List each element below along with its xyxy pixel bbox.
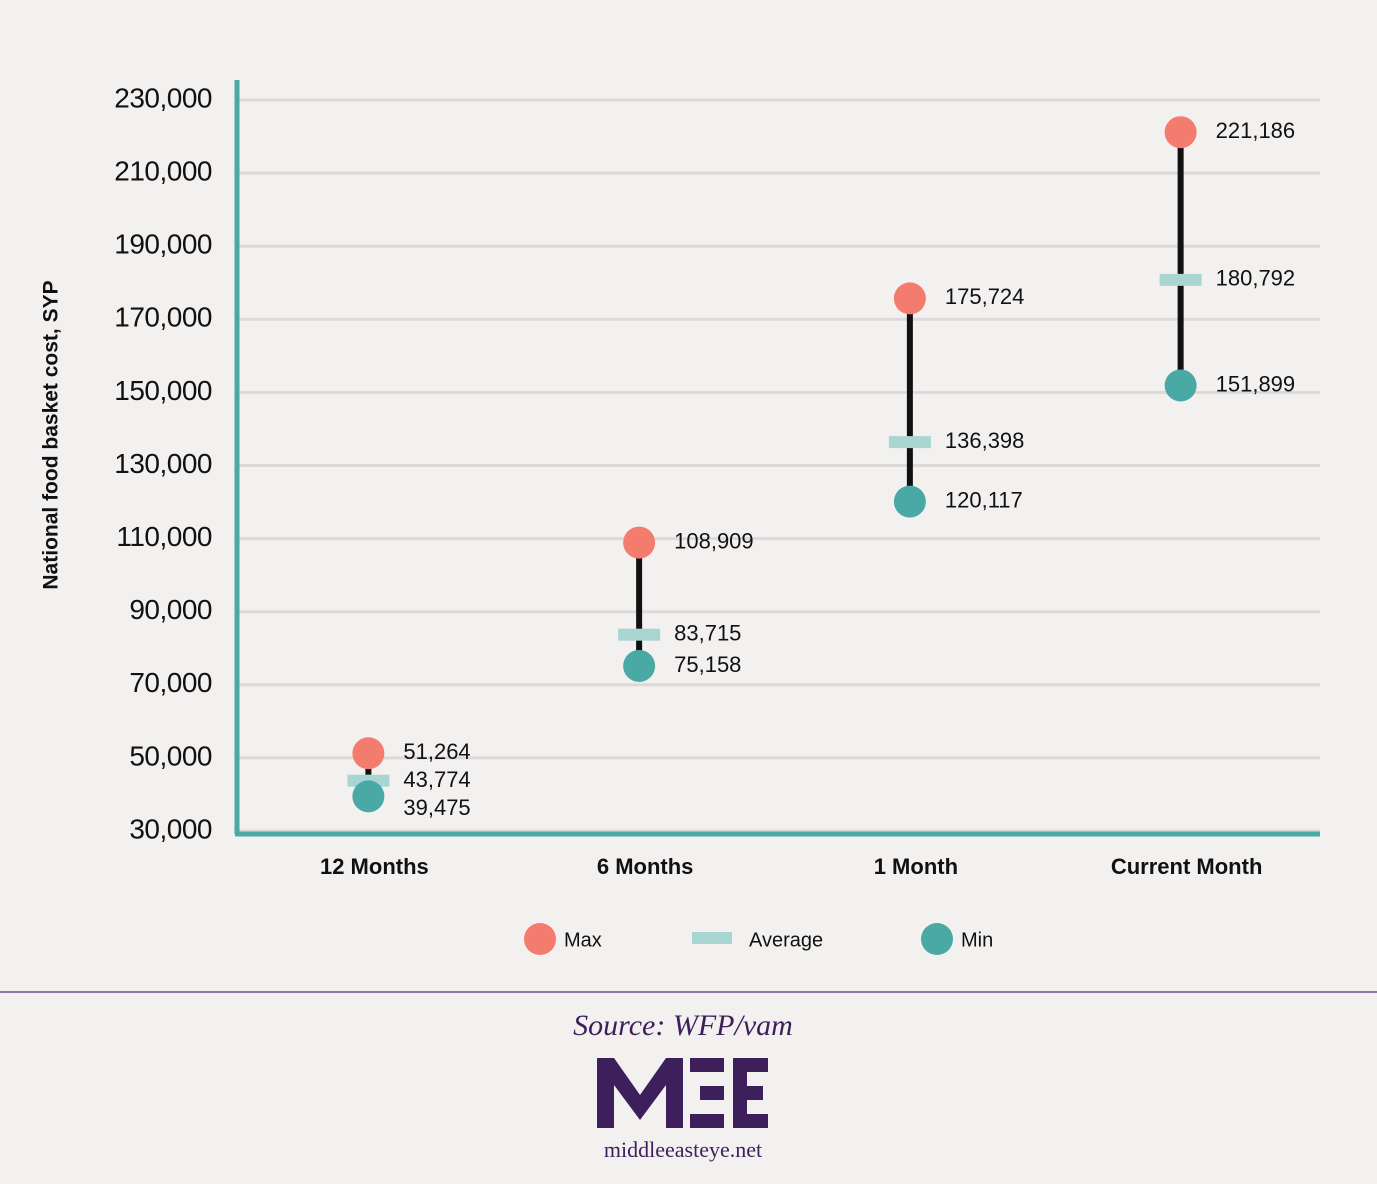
logo (597, 1058, 768, 1128)
y-tick-label: 230,000 (114, 82, 212, 113)
y-tick-label: 210,000 (114, 155, 212, 186)
legend-label: Min (961, 929, 993, 951)
legend-label: Average (749, 929, 823, 951)
legend-swatch (524, 923, 556, 955)
point (893, 282, 926, 315)
legend-swatch (692, 932, 732, 944)
point (623, 526, 656, 559)
point (352, 737, 385, 770)
point (352, 780, 385, 813)
source: Source: WFP/vam (573, 1009, 793, 1042)
average-mark (1159, 273, 1202, 286)
value-label: 39,475 (403, 795, 470, 820)
y-tick-label: 50,000 (129, 740, 212, 771)
value-label: 43,774 (403, 767, 470, 792)
point (1164, 116, 1197, 149)
y-tick-label: 110,000 (116, 521, 212, 552)
point (893, 485, 926, 518)
legend-label: Max (564, 929, 602, 951)
site: middleeasteye.net (604, 1137, 762, 1162)
value-label: 120,117 (945, 487, 1023, 512)
value-label: 108,909 (674, 528, 754, 553)
average-mark (618, 628, 661, 641)
point (1164, 369, 1197, 402)
y-tick-label: 150,000 (114, 375, 212, 406)
average-mark (888, 436, 931, 449)
y-axis-title: National food basket cost, SYP (40, 280, 63, 589)
value-label: 136,398 (945, 428, 1025, 453)
value-label: 75,158 (674, 652, 741, 677)
value-label: 180,792 (1216, 266, 1296, 291)
value-label: 83,715 (674, 620, 741, 645)
y-tick-label: 130,000 (114, 448, 212, 479)
point (623, 649, 656, 682)
x-tick-label: 12 Months (320, 854, 429, 879)
x-tick-label: 6 Months (597, 854, 694, 879)
x-tick-label: 1 Month (874, 854, 958, 879)
y-tick-label: 30,000 (129, 813, 212, 844)
value-label: 221,186 (1216, 118, 1296, 143)
y-tick-label: 90,000 (129, 594, 212, 625)
value-label: 51,264 (403, 739, 470, 764)
value-label: 151,899 (1216, 371, 1296, 396)
legend-swatch (921, 923, 953, 955)
y-tick-label: 70,000 (129, 667, 212, 698)
y-tick-label: 190,000 (114, 229, 212, 260)
x-tick-label: Current Month (1111, 854, 1263, 879)
y-tick-label: 170,000 (114, 302, 212, 333)
value-label: 175,724 (945, 284, 1025, 309)
